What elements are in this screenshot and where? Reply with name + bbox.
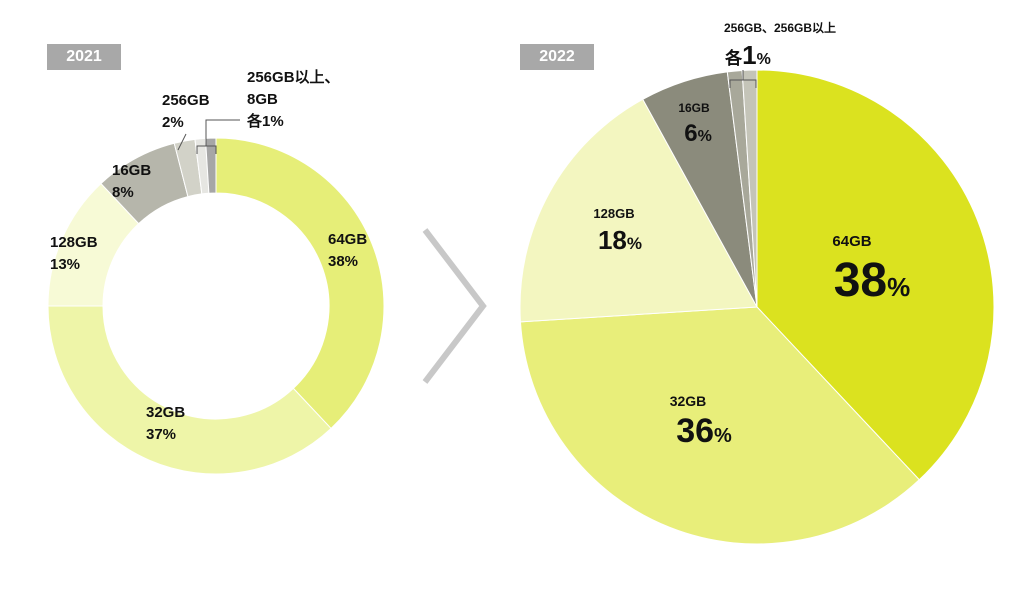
pct-2022-small: 各1%: [724, 40, 771, 70]
pct-2021-64gb: 38%: [328, 253, 358, 270]
pie-chart-2022: [519, 69, 995, 545]
label-2022-16gb: 16GB: [678, 101, 710, 115]
chevron-right-icon: [422, 228, 487, 384]
label-2021-256gb: 256GB: [162, 92, 210, 109]
label-2022-32gb: 32GB: [670, 393, 707, 409]
label-2021-small-3: 各1%: [246, 112, 284, 130]
donut-2021-slice-1: [47, 305, 332, 475]
donut-2021-slice-6: [204, 137, 217, 194]
label-2022-128gb: 128GB: [593, 206, 634, 221]
leader-2021-256gb: [177, 133, 187, 151]
label-2022-64gb: 64GB: [832, 233, 871, 250]
pie-2022-slice-0: [756, 69, 995, 481]
label-2021-64gb: 64GB: [328, 231, 367, 248]
pct-2021-128gb: 13%: [50, 256, 80, 273]
label-2021-128gb: 128GB: [50, 234, 98, 251]
pct-2021-256gb: 2%: [162, 114, 184, 131]
donut-2021-slice-0: [215, 137, 385, 430]
labels-2021: 64GB 38% 32GB 37% 128GB 13% 16GB 8% 256G…: [50, 69, 367, 443]
pie-2022-slice-2: [519, 98, 758, 323]
bracket-2021-small: [196, 119, 240, 154]
pct-2021-32gb: 37%: [146, 426, 176, 443]
donut-chart-2021: [47, 137, 385, 475]
labels-2022: 64GB 38% 32GB 36% 128GB 18% 16GB 6% 256G…: [593, 20, 910, 450]
label-2021-16gb: 16GB: [112, 162, 151, 179]
label-2021-small-2: 8GB: [247, 91, 278, 108]
year-tag-2022: 2022: [520, 44, 594, 70]
bracket-2022-small: [729, 70, 757, 88]
year-tag-2021: 2021: [47, 44, 121, 70]
pie-2022-slice-1: [519, 306, 920, 545]
label-2021-small-1: 256GB以上、: [247, 69, 340, 86]
pie-2022-slice-5: [741, 69, 758, 308]
label-2022-small: 256GB、256GB以上: [724, 20, 836, 35]
pct-2022-128gb: 18%: [598, 225, 642, 255]
pct-2022-16gb: 6%: [684, 120, 712, 147]
label-2021-32gb: 32GB: [146, 404, 185, 421]
pct-2021-16gb: 8%: [112, 184, 134, 201]
pct-2022-64gb: 38%: [834, 254, 911, 307]
pct-2022-32gb: 36%: [676, 412, 732, 450]
